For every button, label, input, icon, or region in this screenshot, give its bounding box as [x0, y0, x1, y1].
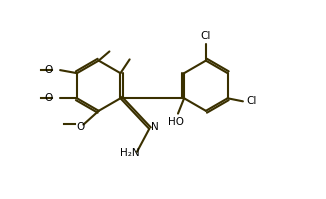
Text: O: O — [76, 122, 84, 132]
Text: O: O — [44, 65, 52, 75]
Text: H₂N: H₂N — [120, 148, 139, 158]
Text: HO: HO — [169, 117, 185, 127]
Text: N: N — [151, 122, 159, 132]
Text: Cl: Cl — [246, 96, 256, 106]
Text: Cl: Cl — [201, 30, 211, 41]
Text: O: O — [44, 93, 52, 103]
